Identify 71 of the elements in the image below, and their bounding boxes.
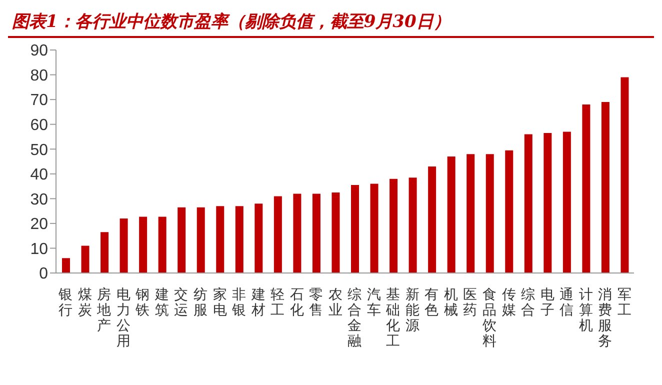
bar <box>196 207 205 273</box>
bar <box>408 178 417 273</box>
x-tick-label: 家电 <box>212 287 227 318</box>
bar <box>601 102 610 273</box>
y-tick-label: 10 <box>30 240 48 258</box>
bar <box>332 192 340 273</box>
x-tick-label: 通信 <box>560 287 574 318</box>
bar <box>100 232 109 273</box>
bar <box>351 185 359 273</box>
y-tick-label: 20 <box>30 216 48 234</box>
bar <box>139 216 148 273</box>
bar <box>274 196 282 273</box>
y-tick-label: 70 <box>30 92 48 110</box>
bar <box>428 166 436 273</box>
x-tick-label: 有色 <box>424 287 439 318</box>
x-tick-label: 计算机 <box>578 287 593 334</box>
bar <box>466 154 475 273</box>
x-tick-label: 农业 <box>328 287 342 318</box>
y-tick-label: 50 <box>30 142 48 159</box>
bar <box>486 154 494 273</box>
x-tick-label: 消费服务 <box>598 287 612 350</box>
x-tick-label: 电力公用 <box>116 287 130 350</box>
y-tick-label: 90 <box>30 42 48 60</box>
bar <box>62 258 70 273</box>
x-tick-label: 食品饮料 <box>482 287 496 350</box>
bar <box>312 194 320 273</box>
x-tick-label: 交运 <box>174 287 188 318</box>
bar <box>524 134 532 273</box>
bar <box>158 216 166 273</box>
x-tick-label: 石化 <box>290 287 304 318</box>
bar <box>544 133 552 273</box>
bar <box>505 150 514 273</box>
y-tick-label: 60 <box>30 117 48 134</box>
chart-title: 图表1：各行业中位数市盈率（剔除负值，截至9月30日） <box>8 8 654 38</box>
bar <box>254 204 263 273</box>
x-tick-label: 建材 <box>250 287 266 318</box>
bar <box>447 156 456 273</box>
x-tick-label: 轻工 <box>270 287 285 318</box>
x-tick-label: 非银 <box>231 287 246 318</box>
x-tick-label: 钢铁 <box>134 287 150 318</box>
y-tick-label: 40 <box>30 166 48 184</box>
x-tick-label: 综合金融 <box>348 287 362 350</box>
bar <box>216 206 224 273</box>
x-tick-label: 机械 <box>444 287 458 318</box>
bar <box>620 77 629 273</box>
x-tick-label: 银行 <box>58 287 73 318</box>
x-tick-label: 军工 <box>617 287 632 318</box>
x-tick-label: 纺服 <box>194 287 208 318</box>
x-tick-label: 房地产 <box>96 287 112 334</box>
x-tick-label: 医药 <box>463 287 478 318</box>
x-tick-label: 建筑 <box>154 287 169 318</box>
x-tick-label: 汽车 <box>366 287 381 318</box>
x-tick-label: 传媒 <box>502 287 516 318</box>
y-tick-label: 0 <box>39 266 48 283</box>
bar <box>390 178 398 273</box>
bar <box>120 218 128 273</box>
x-tick-label: 综合 <box>521 287 536 318</box>
y-tick-label: 80 <box>30 67 48 84</box>
bar <box>235 206 244 273</box>
bar <box>293 194 302 273</box>
x-tick-label: 基础化工 <box>385 287 400 350</box>
bar <box>178 207 186 273</box>
x-tick-label: 新能源 <box>405 287 420 334</box>
x-tick-label: 零售 <box>309 287 324 318</box>
bar <box>562 132 571 273</box>
bar <box>370 184 378 273</box>
bar <box>582 104 590 273</box>
bar <box>81 246 90 273</box>
x-tick-label: 电子 <box>540 287 554 318</box>
x-tick-label: 煤炭 <box>78 287 92 318</box>
y-tick-label: 30 <box>30 191 48 208</box>
